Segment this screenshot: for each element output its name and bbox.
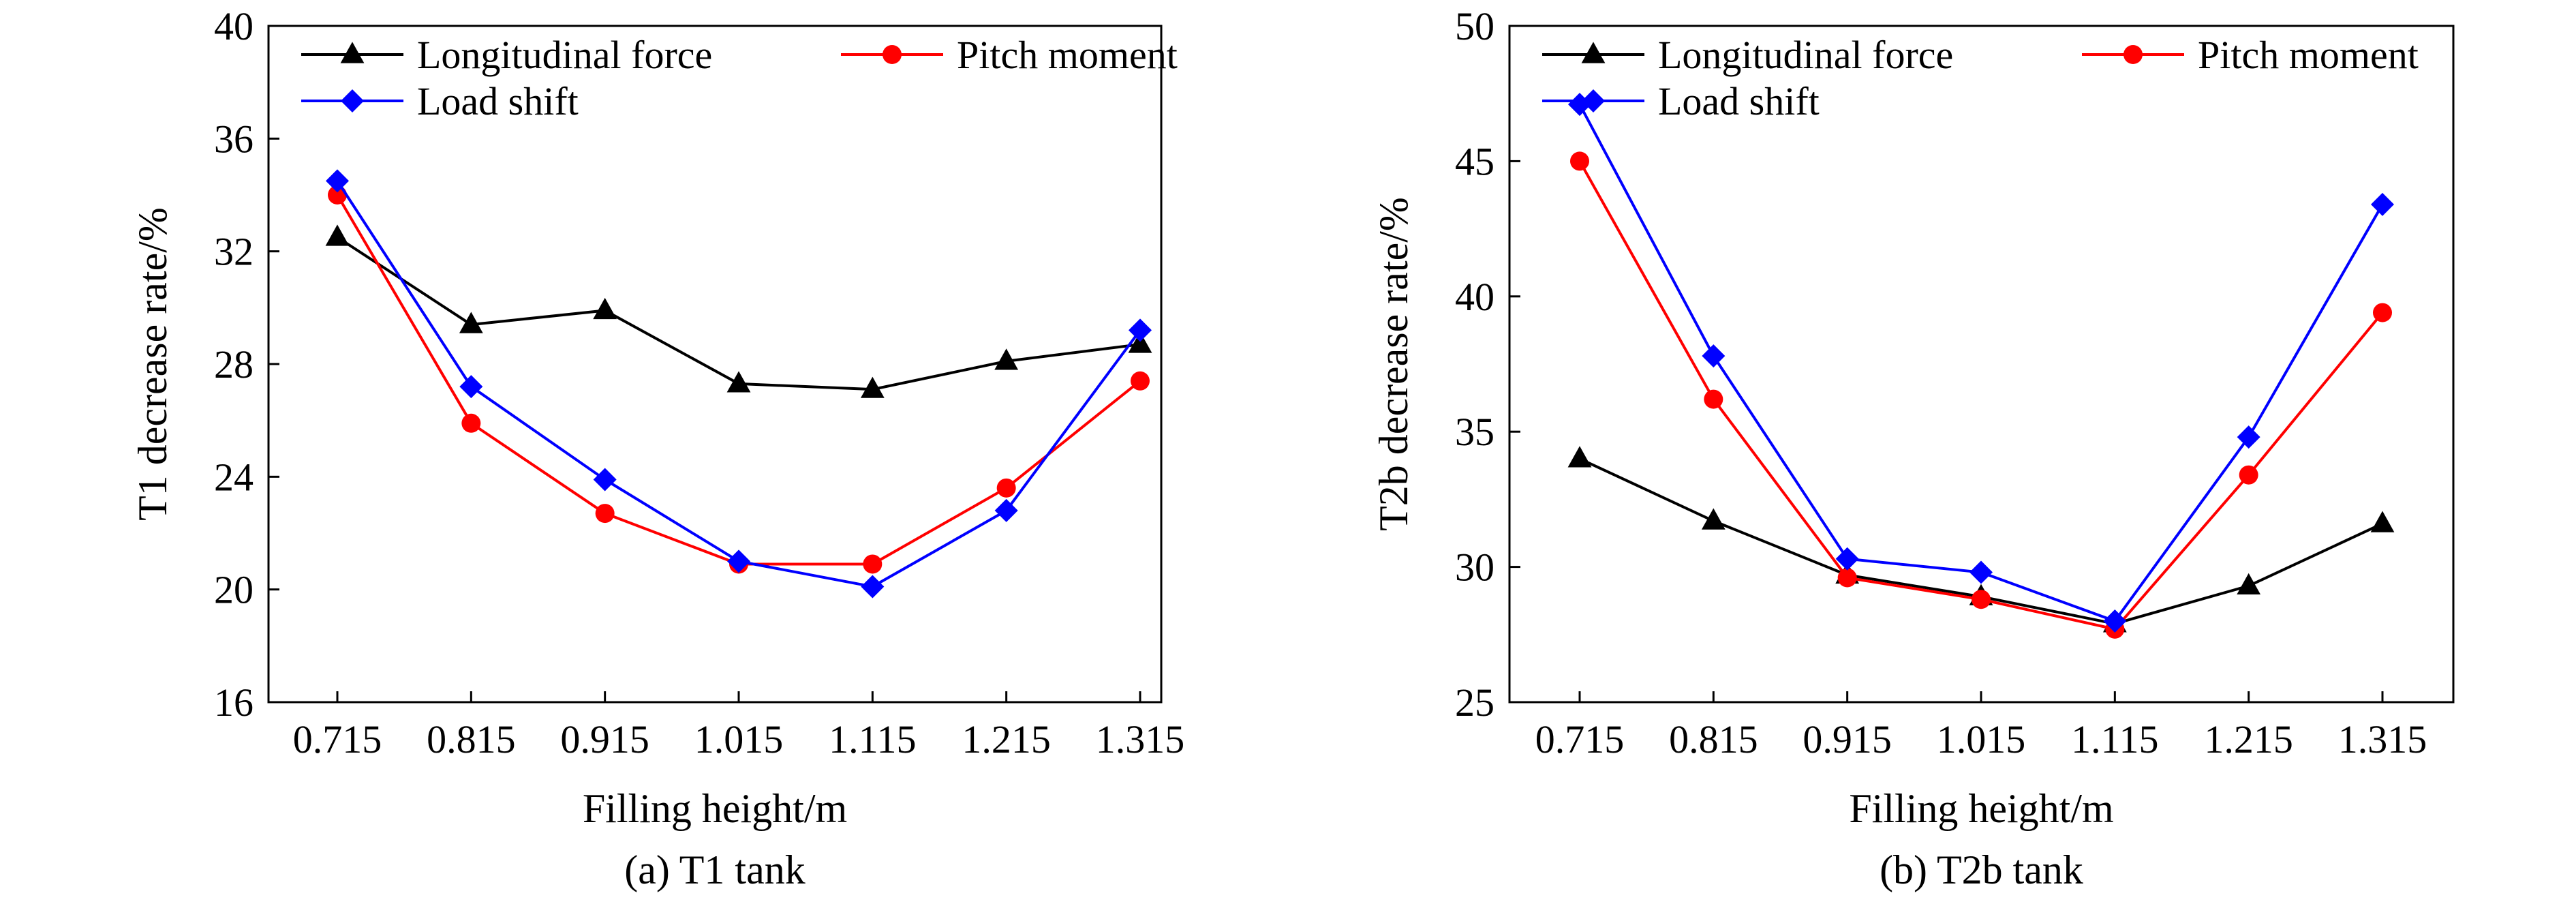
y-tick-label: 25 xyxy=(1455,680,1494,725)
legend: Longitudinal force Pitch moment Load shift xyxy=(1542,33,2419,123)
data-point xyxy=(461,413,481,433)
data-point xyxy=(2239,465,2258,485)
x-tick-label: 0.915 xyxy=(560,717,649,761)
data-point xyxy=(1128,331,1152,353)
x-axis-label: Filling height/m xyxy=(1849,786,2113,831)
y-tick-label: 24 xyxy=(214,455,254,499)
y-tick-label: 28 xyxy=(214,342,254,387)
legend-label: Pitch moment xyxy=(2198,33,2419,77)
chart-panel-2: 25 30 35 40 45 50 0.715 0.815 0.915 1.015 1.115 1.2… xyxy=(1371,4,2455,892)
legend-marker xyxy=(340,42,365,63)
data-point xyxy=(996,478,1016,498)
legend-item: Longitudinal force xyxy=(301,33,712,77)
chart-panel-1: 16 20 24 28 32 36 40 0.715 0.815 0.915 1.015 1.115 1… xyxy=(130,4,1184,892)
legend-item: Load shift xyxy=(301,79,579,123)
panel-caption: (b) T2b tank xyxy=(1880,847,2083,892)
x-axis-label: Filling height/m xyxy=(583,786,847,831)
data-point xyxy=(1969,560,1993,584)
data-point xyxy=(863,554,883,574)
data-point xyxy=(860,376,885,398)
legend-item: Load shift xyxy=(1542,79,1820,123)
data-point xyxy=(994,498,1018,522)
legend-marker xyxy=(883,45,902,64)
x-tick-label: 0.815 xyxy=(1669,717,1758,761)
data-point xyxy=(1837,568,1857,588)
series-triangle xyxy=(325,224,1152,398)
data-point xyxy=(325,224,350,246)
data-point xyxy=(1701,508,1726,530)
y-tick-label: 30 xyxy=(1455,545,1494,590)
x-tick-label: 1.115 xyxy=(829,717,916,761)
series-circle xyxy=(1570,151,2392,639)
y-tick-label: 32 xyxy=(214,230,254,274)
legend-label: Longitudinal force xyxy=(1658,33,1953,77)
y-tick-label: 35 xyxy=(1455,410,1494,454)
data-point xyxy=(1131,371,1150,391)
data-point xyxy=(459,312,483,333)
data-point xyxy=(1835,547,1859,571)
legend-marker xyxy=(2123,45,2143,64)
panel-caption: (a) T1 tank xyxy=(624,847,805,892)
legend-marker xyxy=(1582,89,1605,112)
x-tick-label: 1.315 xyxy=(2338,717,2427,761)
y-axis-label: T2b decrease rate/% xyxy=(1371,197,1416,531)
data-point xyxy=(2103,609,2127,633)
x-tick-label: 1.315 xyxy=(1096,717,1185,761)
x-tick-label: 0.815 xyxy=(427,717,516,761)
data-point xyxy=(1567,446,1592,468)
x-tick-label: 0.715 xyxy=(1535,717,1625,761)
x-tick-label: 1.215 xyxy=(962,717,1051,761)
legend-item: Longitudinal force xyxy=(1542,33,1953,77)
data-point xyxy=(994,348,1019,370)
data-point xyxy=(593,468,617,492)
data-point xyxy=(593,297,617,320)
data-point xyxy=(1702,344,1726,368)
data-point xyxy=(459,375,483,399)
data-point xyxy=(861,575,885,599)
y-tick-label: 36 xyxy=(214,117,254,161)
data-point xyxy=(2371,192,2394,216)
data-point xyxy=(727,549,750,573)
x-tick-label: 0.715 xyxy=(293,717,382,761)
y-tick-label: 40 xyxy=(1455,275,1494,319)
data-point xyxy=(1570,151,1589,171)
legend-marker xyxy=(1581,42,1606,63)
data-point xyxy=(1129,318,1152,342)
data-point xyxy=(2373,303,2392,322)
data-point xyxy=(1704,389,1723,409)
legend-label: Longitudinal force xyxy=(417,33,712,77)
legend-item: Pitch moment xyxy=(2082,33,2419,77)
data-point xyxy=(1972,590,1991,609)
y-tick-label: 45 xyxy=(1455,139,1494,183)
y-tick-label: 40 xyxy=(214,4,254,48)
series-line xyxy=(1578,160,2384,631)
legend-label: Load shift xyxy=(417,79,579,123)
plot-frame xyxy=(267,25,1163,704)
legend-item: Pitch moment xyxy=(841,33,1178,77)
data-point xyxy=(595,504,615,524)
x-tick-label: 1.015 xyxy=(1937,717,2026,761)
x-tick-label: 0.915 xyxy=(1803,717,1892,761)
x-tick-label: 1.015 xyxy=(694,717,784,761)
legend-marker xyxy=(341,89,364,112)
y-axis-label: T1 decrease rate/% xyxy=(130,207,175,521)
data-point xyxy=(2237,425,2260,449)
x-tick-label: 1.215 xyxy=(2204,717,2293,761)
data-point xyxy=(2237,573,2261,594)
y-tick-label: 20 xyxy=(214,568,254,612)
x-tick-label: 1.115 xyxy=(2071,717,2158,761)
legend-label: Load shift xyxy=(1658,79,1820,123)
data-point xyxy=(726,371,751,393)
series-line xyxy=(1578,104,2384,623)
data-point xyxy=(2370,511,2395,532)
data-point xyxy=(326,169,349,193)
series-diamond xyxy=(326,169,1152,599)
legend-label: Pitch moment xyxy=(957,33,1178,77)
legend: Longitudinal force Pitch moment Load shift xyxy=(301,33,1178,123)
y-tick-label: 50 xyxy=(1455,4,1494,48)
y-tick-label: 16 xyxy=(214,680,254,725)
